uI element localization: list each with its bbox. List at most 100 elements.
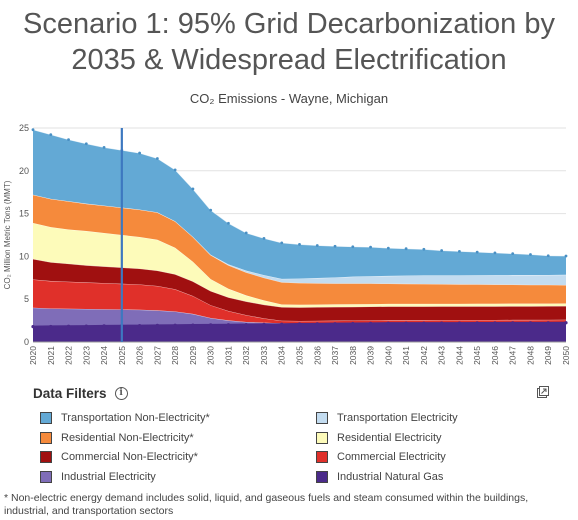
natural-gas-point bbox=[493, 321, 497, 325]
total-point bbox=[191, 187, 195, 191]
total-point bbox=[333, 244, 337, 248]
legend-item-transportation-non-electricity[interactable]: Transportation Non-Electricity* bbox=[40, 412, 210, 424]
title-line-2: 2035 & Widespread Electrification bbox=[71, 44, 507, 76]
area-transportation-electricity bbox=[33, 194, 566, 286]
legend-item-commercial-non-electricity[interactable]: Commercial Non-Electricity* bbox=[40, 451, 198, 463]
total-point bbox=[440, 249, 444, 252]
area-residential-non-electricity bbox=[33, 194, 566, 305]
natural-gas-point bbox=[422, 321, 426, 325]
natural-gas-point bbox=[102, 324, 106, 328]
export-icon[interactable] bbox=[537, 386, 549, 398]
natural-gas-point bbox=[226, 323, 231, 327]
total-point bbox=[458, 249, 461, 253]
legend-swatch bbox=[40, 451, 52, 463]
x-tick-label: 2022 bbox=[64, 346, 74, 365]
natural-gas-point bbox=[244, 322, 248, 327]
total-point bbox=[280, 241, 284, 245]
total-point bbox=[262, 236, 266, 240]
total-point bbox=[493, 251, 497, 255]
natural-gas-point bbox=[333, 322, 337, 326]
natural-gas-point bbox=[49, 324, 53, 329]
natural-gas-point bbox=[315, 322, 319, 326]
x-tick-label: 2041 bbox=[401, 346, 411, 365]
total-point bbox=[564, 254, 568, 258]
x-tick-label: 2032 bbox=[241, 346, 251, 365]
total-point bbox=[475, 250, 479, 254]
legend-label: Industrial Electricity bbox=[61, 470, 156, 483]
x-tick-label: 2036 bbox=[312, 346, 322, 365]
legend-label: Transportation Non-Electricity* bbox=[61, 412, 210, 424]
total-point bbox=[315, 244, 319, 247]
y-tick-label: 20 bbox=[19, 166, 29, 176]
total-point bbox=[49, 133, 53, 137]
legend-swatch bbox=[40, 431, 52, 444]
natural-gas-point bbox=[280, 322, 284, 326]
area-commercial-non-electricity bbox=[33, 258, 566, 322]
x-tick-label: 2030 bbox=[206, 346, 216, 365]
total-point bbox=[369, 245, 372, 249]
total-point bbox=[209, 208, 213, 212]
x-tick-label: 2039 bbox=[366, 346, 376, 365]
info-circle-icon[interactable]: i bbox=[114, 387, 128, 400]
x-tick-label: 2040 bbox=[383, 346, 393, 365]
total-point bbox=[546, 254, 550, 258]
x-tick-label: 2044 bbox=[454, 346, 464, 365]
natural-gas-point bbox=[173, 323, 177, 327]
total-point bbox=[351, 245, 355, 249]
legend-swatch bbox=[316, 412, 328, 424]
total-point bbox=[298, 243, 301, 246]
natural-gas-point bbox=[66, 324, 71, 328]
total-point bbox=[67, 138, 70, 142]
legend-item-industrial-electricity[interactable]: Industrial Electricity bbox=[40, 470, 156, 483]
x-tick-label: 2026 bbox=[135, 346, 145, 365]
natural-gas-point bbox=[368, 321, 373, 325]
legend-item-residential-non-electricity[interactable]: Residential Non-Electricity* bbox=[40, 431, 194, 444]
x-tick-label: 2027 bbox=[152, 346, 162, 365]
area-transportation-non-electricity bbox=[33, 129, 566, 279]
natural-gas-point bbox=[457, 321, 461, 325]
area-commercial-electricity bbox=[33, 279, 566, 324]
footnote: * Non-electric energy demand includes so… bbox=[4, 492, 529, 517]
title-line-1: Scenario 1: 95% Grid Decarbonization by bbox=[23, 8, 555, 40]
data-filters-title: Data Filters bbox=[33, 386, 107, 401]
legend-swatch bbox=[316, 470, 328, 483]
x-tick-label: 2035 bbox=[295, 346, 305, 365]
natural-gas-point bbox=[155, 323, 159, 327]
natural-gas-point bbox=[191, 323, 195, 327]
total-point bbox=[386, 246, 390, 250]
x-tick-label: 2034 bbox=[277, 346, 287, 365]
data-filters-heading: Data Filters i bbox=[33, 386, 128, 401]
natural-gas-point bbox=[209, 323, 213, 327]
total-point bbox=[173, 168, 177, 172]
natural-gas-point bbox=[84, 324, 88, 328]
legend-label: Residential Electricity bbox=[337, 431, 442, 444]
x-tick-label: 2042 bbox=[419, 346, 429, 365]
y-tick-label: 0 bbox=[24, 337, 29, 347]
natural-gas-point bbox=[386, 321, 390, 325]
total-point bbox=[227, 221, 230, 225]
natural-gas-point bbox=[138, 323, 142, 328]
x-tick-label: 2037 bbox=[330, 346, 340, 365]
x-tick-label: 2028 bbox=[170, 346, 180, 365]
x-tick-label: 2029 bbox=[188, 346, 198, 365]
page-title: Scenario 1: 95% Grid Decarbonization by … bbox=[0, 6, 578, 78]
legend-item-transportation-electricity[interactable]: Transportation Electricity bbox=[316, 412, 458, 424]
natural-gas-point bbox=[511, 321, 515, 325]
legend-item-residential-electricity[interactable]: Residential Electricity bbox=[316, 431, 442, 444]
legend-label: Residential Non-Electricity* bbox=[61, 431, 194, 444]
total-point bbox=[422, 247, 426, 251]
x-tick-label: 2045 bbox=[472, 346, 482, 365]
legend-label: Commercial Electricity bbox=[337, 451, 446, 463]
total-point bbox=[155, 157, 159, 160]
x-tick-label: 2048 bbox=[525, 346, 535, 365]
natural-gas-point bbox=[297, 322, 302, 326]
x-tick-label: 2024 bbox=[99, 346, 109, 365]
total-point bbox=[244, 231, 248, 235]
area-industrial-natural-gas bbox=[33, 322, 566, 342]
legend-item-commercial-electricity[interactable]: Commercial Electricity bbox=[316, 451, 446, 463]
total-point bbox=[84, 142, 88, 146]
y-tick-label: 5 bbox=[24, 294, 29, 304]
legend-item-industrial-natural-gas[interactable]: Industrial Natural Gas bbox=[316, 470, 443, 483]
natural-gas-point bbox=[528, 321, 533, 325]
